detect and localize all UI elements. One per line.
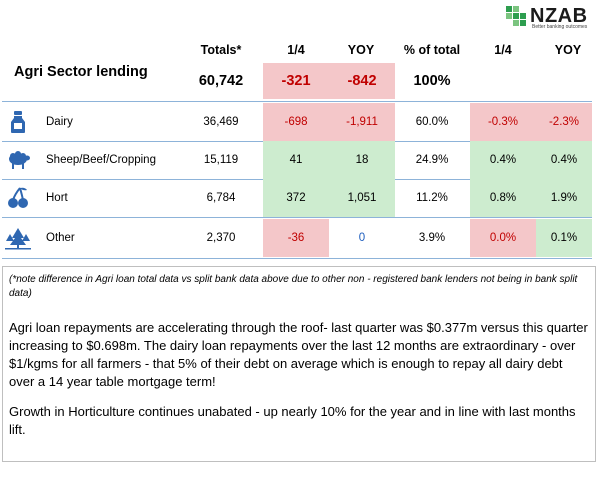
footnote: (*note difference in Agri loan total dat…: [9, 274, 578, 299]
header-quarter-pct: 1/4: [494, 43, 512, 57]
cell-quarter: -36: [263, 219, 329, 257]
nzab-logo: NZAB Better banking outcomes: [506, 5, 596, 32]
cell-pct: 24.9%: [415, 154, 449, 166]
cell-totals: 6,784: [206, 192, 236, 204]
cell-pct: 60.0%: [415, 116, 449, 128]
cell-yoy-pct: 0.1%: [536, 219, 592, 257]
cell-quarter-pct: -0.3%: [470, 103, 536, 141]
nzab-logo-mark: [506, 6, 526, 26]
cell-quarter-pct: 0.0%: [470, 219, 536, 257]
milk-bottle-icon: [11, 111, 25, 133]
table-row-sheep-beef: Sheep/Beef/Cropping 15,119 41 18 24.9% 0…: [0, 141, 600, 179]
cell-yoy-pct: 0.4%: [536, 141, 592, 179]
cell-pct: 11.2%: [416, 192, 448, 204]
commentary-box: (*note difference in Agri loan total dat…: [2, 266, 596, 462]
cherries-icon: [8, 187, 28, 208]
cell-yoy: 1,051: [329, 179, 395, 217]
cell-quarter: -698: [263, 103, 329, 141]
total-yoy: -842: [329, 63, 395, 99]
cell-yoy: 0: [358, 232, 366, 244]
table-row-hort: Hort 6,784 372 1,051 11.2% 0.8% 1.9%: [0, 179, 600, 217]
cell-quarter: 41: [263, 141, 329, 179]
row-label: Sheep/Beef/Cropping: [46, 154, 156, 166]
cell-yoy: -1,911: [329, 103, 395, 141]
commentary-paragraph: Agri loan repayments are accelerating th…: [9, 320, 588, 389]
header-yoy: YOY: [347, 43, 375, 57]
row-divider: [2, 258, 592, 259]
total-totals: 60,742: [198, 73, 244, 89]
trees-icon: [5, 228, 31, 250]
header-pct-of-total: % of total: [403, 43, 461, 57]
row-divider: [2, 101, 592, 102]
cell-yoy: 18: [329, 141, 395, 179]
header-quarter: 1/4: [287, 43, 305, 57]
table-title: Agri Sector lending: [14, 64, 148, 80]
cell-pct: 3.9%: [418, 232, 446, 244]
cell-quarter-pct: 0.4%: [470, 141, 536, 179]
total-pct: 100%: [413, 73, 451, 89]
cell-totals: 15,119: [203, 154, 239, 166]
row-label: Hort: [46, 192, 68, 204]
table-row-other: Other 2,370 -36 0 3.9% 0.0% 0.1%: [0, 219, 600, 257]
row-divider: [2, 217, 592, 218]
header-yoy-pct: YOY: [554, 43, 582, 57]
cell-totals: 36,469: [203, 116, 239, 128]
cell-yoy-pct: 1.9%: [536, 179, 592, 217]
cell-totals: 2,370: [206, 232, 236, 244]
cell-quarter: 372: [263, 179, 329, 217]
commentary-paragraph: Growth in Horticulture continues unabate…: [9, 404, 576, 437]
table-row-dairy: Dairy 36,469 -698 -1,911 60.0% -0.3% -2.…: [0, 103, 600, 141]
header-totals: Totals*: [200, 43, 242, 57]
row-label: Dairy: [46, 116, 73, 128]
row-label: Other: [46, 232, 75, 244]
logo-tagline: Better banking outcomes: [532, 24, 588, 30]
total-quarter: -321: [263, 63, 329, 99]
cell-quarter-pct: 0.8%: [470, 179, 536, 217]
cell-yoy-pct: -2.3%: [536, 103, 592, 141]
sheep-icon: [9, 151, 30, 169]
logo-name: NZAB: [530, 5, 588, 27]
